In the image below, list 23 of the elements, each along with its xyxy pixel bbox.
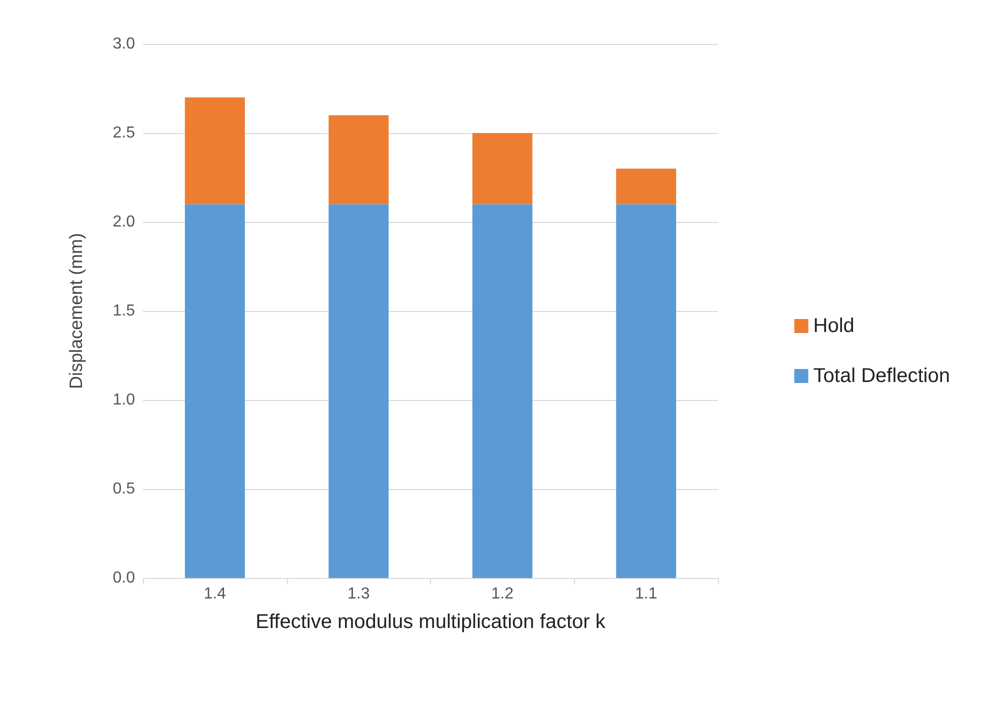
- y-tick-label: 1.5: [112, 302, 136, 320]
- y-tick-label: 2.0: [112, 214, 136, 230]
- legend-label: Hold: [813, 315, 854, 337]
- bar: [616, 204, 676, 578]
- bar: [328, 115, 389, 204]
- x-tick-label: 1.3: [348, 586, 370, 602]
- y-axis-title: Displacement (mm): [66, 232, 86, 390]
- y-tick-label: 0.5: [112, 480, 136, 498]
- bar: [472, 204, 532, 578]
- bar: [472, 133, 532, 204]
- x-tick-label: 1.2: [491, 586, 514, 602]
- x-tick-label: 1.4: [204, 586, 226, 602]
- y-tick-label: 0.0: [112, 570, 136, 586]
- x-tick-label: 1.1: [635, 586, 658, 602]
- bar: [184, 204, 245, 578]
- bar: [184, 97, 245, 204]
- bar: [328, 204, 389, 578]
- y-tick-label: 3.0: [112, 36, 136, 52]
- legend-label: Total Deflection: [813, 365, 950, 387]
- y-tick-label: 1.0: [112, 392, 136, 408]
- y-tick-label: 2.5: [112, 124, 136, 142]
- bar: [616, 168, 676, 204]
- x-axis-title: Effective modulus multiplication factor k: [256, 611, 606, 633]
